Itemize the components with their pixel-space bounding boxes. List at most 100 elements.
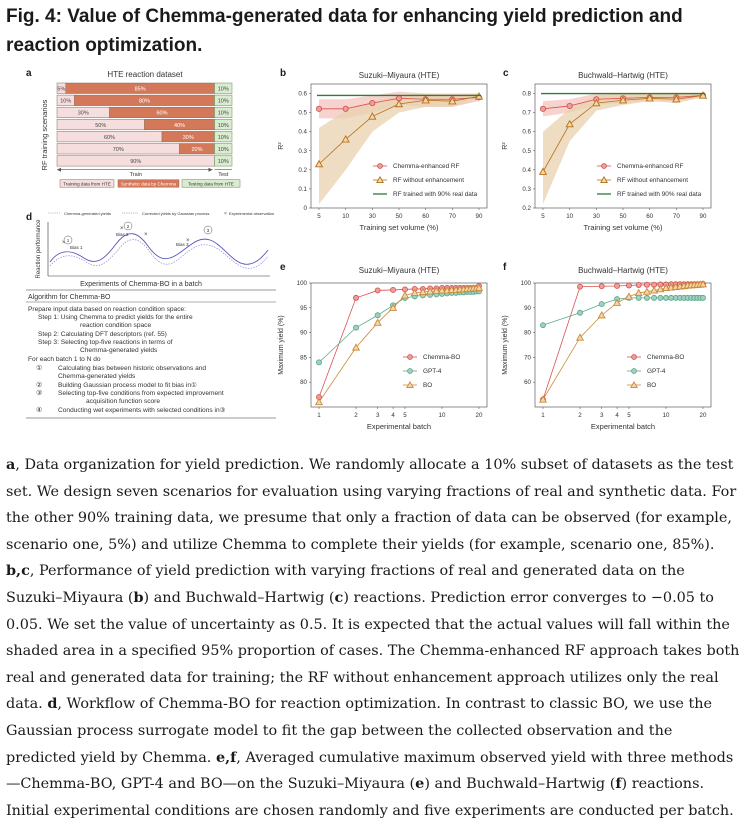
data-point [635,282,642,288]
data-point [373,318,382,326]
data-point [425,287,435,295]
caption-ref-f: f [615,775,622,793]
bar-test-label: 10% [218,87,229,93]
bar-synthetic-label: 40% [174,123,185,129]
legend-gp-label: Corrected yields by Gaussian process [142,211,209,216]
algorithm-line: Step 3: Selecting top-five reactions in … [38,339,173,346]
y-tick-label: 100 [521,280,532,287]
bar-test [214,143,233,155]
caption-label-bc: b,c [6,562,30,580]
x-tick-label: 20 [700,412,707,419]
data-point [598,283,605,290]
x-tick-label: 2 [578,412,582,419]
train-label: Train [130,172,142,178]
chart-f: f Buchwald–Hartwig (HTE) 60 70 80 90 100 1 2 3 4 5 1… [502,262,712,431]
chart-c: c Buchwald–Hartwig (HTE) 0.2 0.3 0.4 0.5 0.6 0.… [502,68,712,232]
algorithm-line: Step 2: Calculating DFT descriptors (ref… [38,331,167,338]
bar-real-label: 60% [104,135,115,141]
x-tick-label: 70 [673,213,680,220]
legend-marker [630,380,638,389]
panel-label-e: e [280,262,286,273]
data-point [351,343,361,351]
data-point [315,105,323,112]
data-point [369,100,376,107]
data-point [698,280,708,288]
train-arrow-head-right [208,167,213,172]
data-point [635,294,642,301]
data-point [390,286,396,293]
x-tick-label: 70 [449,213,456,220]
bar-real-label: 90% [130,159,141,165]
workflow-x-caption: Experiments of Chemma-BO in a batch [80,281,202,288]
data-point [656,284,665,293]
algorithm-step-marker: ① [36,364,42,372]
legend-label: BO [647,382,656,389]
step-circle [123,221,133,231]
legend-label: Chemma-enhanced RF [393,163,460,170]
bar-test [214,119,233,131]
x-tick-label: 50 [396,213,403,220]
legend-label: GPT-4 [423,368,442,375]
x-axis-label: Training set volume (%) [584,223,663,232]
legend-label: GPT-4 [647,368,666,375]
data-point [612,298,622,306]
data-point [374,287,381,294]
series-line [542,283,704,400]
caption-text-bc-3: ) reactions. Prediction error converges … [6,589,740,713]
algorithm-step-marker: ② [36,381,42,389]
x-tick-label: 5 [627,412,631,419]
bar-synthetic-label: 30% [183,135,194,141]
algorithm-line: Prepare input data based on reaction con… [28,306,186,313]
algorithm-line: Chemma-generated yields [80,347,158,354]
bar-real-label: 10% [60,99,71,105]
panel-a: a HTE reaction dataset RF training scenari… [26,68,241,188]
data-point [394,99,404,108]
x-tick-label: 10 [342,213,349,220]
y-tick-label: 0.5 [522,148,531,155]
algorithm-line: For each batch 1 to N do [28,356,101,363]
caption-text-a: , Data organization for yield prediction… [6,457,737,553]
x-tick-label: 30 [593,213,600,220]
algorithm-line: Selecting top-five conditions from expec… [58,390,224,397]
x-tick-label: 4 [391,412,395,419]
panel-a-title: HTE reaction dataset [107,70,183,79]
data-point [448,96,457,105]
data-point [316,359,322,366]
x-tick-label: 2 [354,412,358,419]
y-tick-label: 0.8 [522,91,531,98]
x-tick-label: 3 [376,412,380,419]
chemma-curve [49,239,269,269]
observation-cross-icon: × [62,240,66,246]
data-point [577,283,583,290]
x-tick-label: 50 [620,213,627,220]
data-point [314,159,324,168]
algorithm-title: Algorithm for Chemma-BO [28,294,111,301]
legend-marker [376,175,384,184]
algorithm-step-marker: ④ [36,406,42,414]
data-point [388,303,398,311]
legend-label: RF trained with 90% real data [617,191,702,198]
data-point [663,294,669,301]
data-point [661,283,671,292]
data-point [368,112,377,120]
y-tick-label: 70 [524,354,531,361]
bias-1-label: Bias 1 [70,245,83,250]
step-circle-number: 3 [207,228,210,233]
y-axis-label: Maximum yield (%) [278,315,285,375]
y-tick-label: 0.2 [298,167,307,174]
y-tick-label: 0 [304,205,308,212]
panel-label-c: c [503,68,509,79]
panel-label-b: b [280,68,286,79]
caption-text-ef-2: ) and Buchwald–Hartwig ( [424,776,616,793]
data-point [540,322,546,329]
panel-a-y-label: RF training scenarios [40,99,49,170]
caption-text-ef-3: ) reactions. Initial experimental condit… [6,776,734,819]
bar-test-label: 10% [218,159,229,165]
gp-curve [49,233,269,265]
series-line [542,283,704,400]
series-line [318,287,480,403]
x-tick-label: 3 [600,412,604,419]
data-point [700,294,706,301]
y-tick-label: 100 [297,280,308,287]
algorithm-step-marker: ③ [36,389,42,397]
